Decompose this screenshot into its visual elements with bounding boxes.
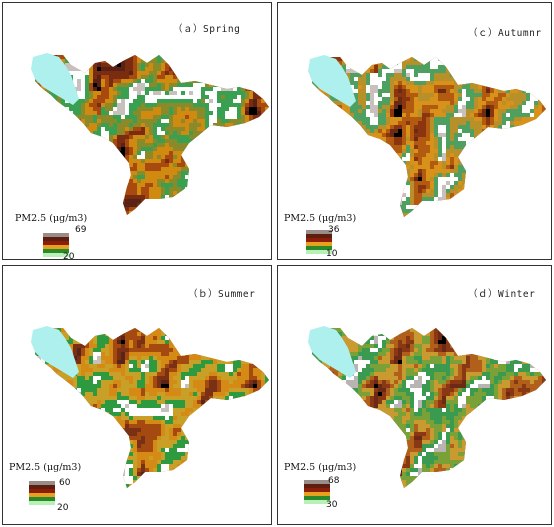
legend-min-value: 10: [326, 249, 338, 259]
legend-color-step: [306, 234, 332, 239]
legend-color-step: [306, 238, 332, 243]
legend-min-value: 20: [63, 252, 75, 262]
legend-color-step: [29, 489, 55, 494]
legend-color-step: [304, 492, 330, 497]
legend-color-step: [304, 484, 330, 489]
legend-color-step: [304, 480, 330, 485]
legend-color-step: [29, 481, 55, 486]
legend-color-step: [43, 241, 69, 246]
legend-color-step: [29, 477, 55, 482]
map-spring: [31, 53, 269, 215]
map-winter: [308, 326, 546, 488]
lake-area: [31, 326, 79, 378]
legend-color-step: [29, 497, 55, 502]
legend-title: PM2.5 (μg/m3): [284, 462, 357, 473]
legend-color-step: [43, 245, 69, 250]
legend-colorbar: [304, 476, 330, 504]
legend-color-step: [306, 250, 332, 254]
legend-colorbar: [43, 229, 69, 257]
legend-color-step: [304, 488, 330, 493]
lake-area: [308, 326, 356, 378]
legend-colorbar: [29, 477, 55, 505]
panel-winter: （ｄ）Winter PM2.5 (μg/m3) 68 30: [277, 265, 552, 525]
panel-title: （ｂ）Summer: [188, 289, 256, 300]
lake-area: [308, 55, 356, 107]
legend-color-step: [306, 246, 332, 251]
legend-min-value: 30: [326, 500, 338, 510]
legend-color-step: [43, 233, 69, 238]
legend-color-step: [304, 496, 330, 501]
legend-color-step: [29, 493, 55, 498]
legend-color-step: [304, 500, 330, 504]
legend-colorbar: [306, 226, 332, 254]
map-group: [31, 53, 269, 215]
legend-max-value: 36: [328, 225, 340, 235]
map-autumn: [308, 55, 546, 217]
legend-max-value: 60: [59, 478, 71, 488]
legend-color-step: [43, 253, 69, 257]
legend-color-step: [306, 226, 332, 231]
legend-title: PM2.5 (μg/m3): [9, 462, 82, 473]
legend-color-step: [304, 476, 330, 481]
legend-title: PM2.5 (μg/m3): [15, 213, 88, 224]
panel-title: （ｄ）Winter: [468, 289, 536, 300]
legend-color-step: [43, 237, 69, 242]
legend-color-step: [43, 229, 69, 234]
panel-title: （ｃ）Autumnr: [468, 28, 542, 39]
lake-area: [31, 53, 79, 105]
legend-max-value: 69: [75, 225, 87, 235]
legend-color-step: [29, 501, 55, 505]
map-group: [308, 55, 546, 217]
panel-autumn: （ｃ）Autumnr PM2.5 (μg/m3) 36 10: [277, 2, 552, 260]
map-summer: [31, 326, 269, 488]
panel-title: （ａ）Spring: [173, 24, 241, 35]
panel-spring: （ａ）Spring PM2.5 (μg/m3) 69 20: [2, 2, 272, 262]
legend-color-step: [29, 485, 55, 490]
panel-summer: （ｂ）Summer PM2.5 (μg/m3) 60 20: [2, 265, 272, 525]
legend-color-step: [306, 242, 332, 247]
legend-max-value: 68: [328, 476, 340, 486]
legend-title: PM2.5 (μg/m3): [284, 213, 357, 224]
legend-color-step: [43, 249, 69, 254]
legend-min-value: 20: [57, 503, 69, 513]
legend-color-step: [306, 230, 332, 235]
